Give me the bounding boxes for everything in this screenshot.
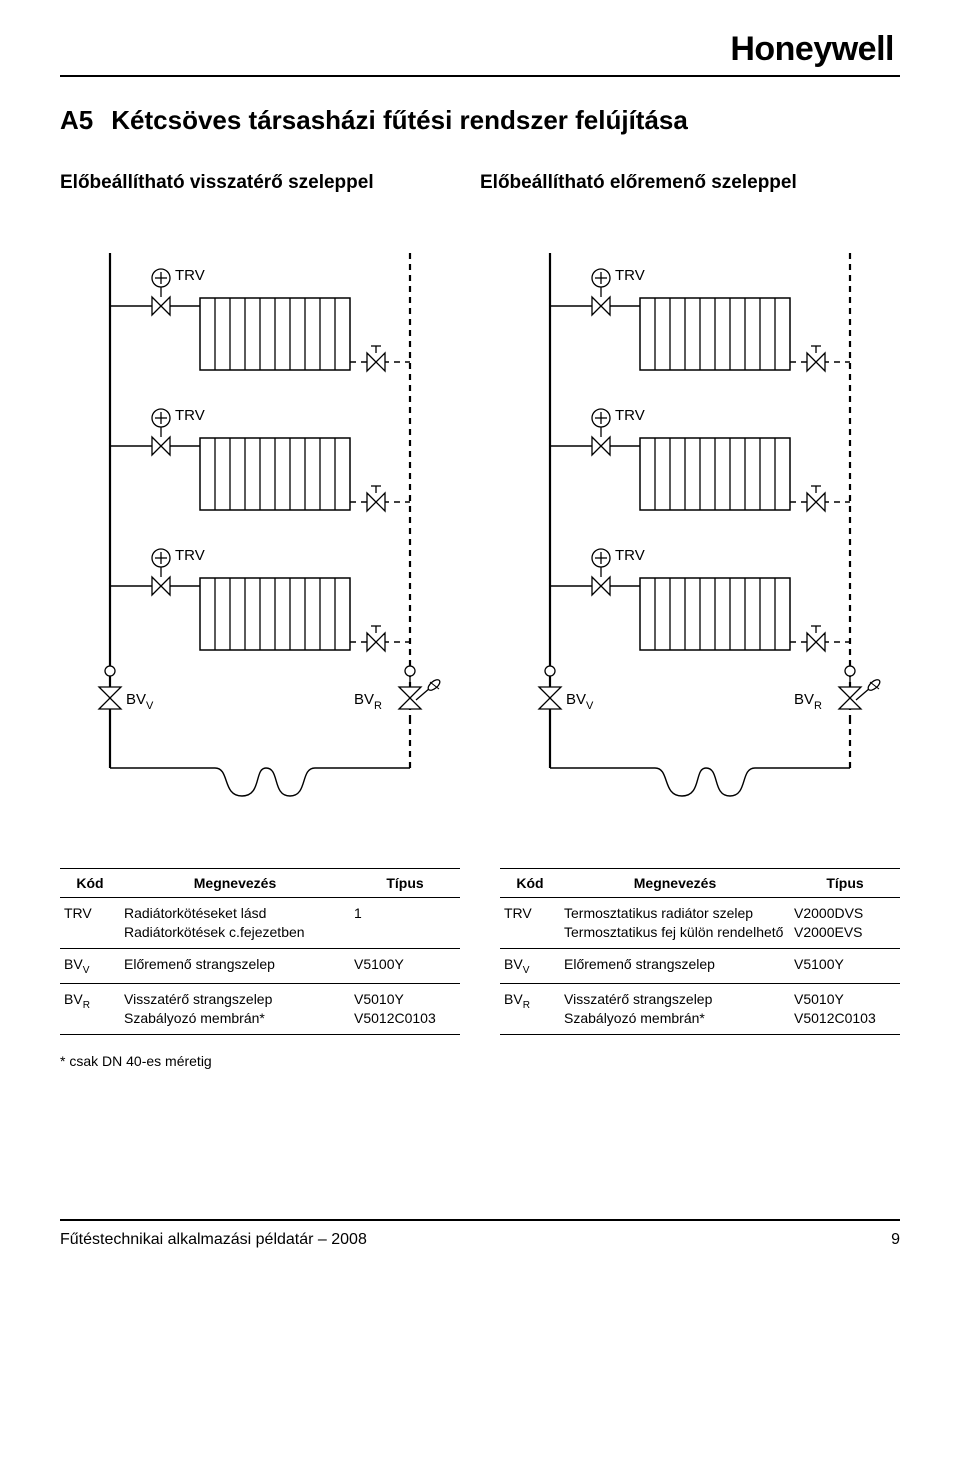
section-title: Kétcsöves társasházi fűtési rendszer fel… (111, 105, 688, 136)
table-left: Kód Megnevezés Típus TRV Radiátorkötések… (60, 868, 460, 1035)
table-row: BVR Visszatérő strangszelepSzabályozó me… (500, 984, 900, 1034)
cell-type: V2000DVSV2000EVS (790, 898, 900, 948)
cell-code: TRV (60, 898, 120, 948)
top-rule (60, 75, 900, 77)
table-row: BVR Visszatérő strangszelepSzabályozó me… (60, 984, 460, 1034)
footer-right: 9 (891, 1231, 900, 1249)
svg-text:BVV: BVV (566, 691, 594, 712)
cell-name: Termosztatikus radiátor szelepTermosztat… (560, 898, 790, 948)
page-root: Honeywell A5 Kétcsöves társasházi fűtési… (0, 0, 960, 1289)
cell-type: 1 (350, 898, 460, 948)
subtitle-left: Előbeállítható visszatérő szeleppel (60, 172, 480, 194)
cell-code: BVR (500, 984, 560, 1034)
th-code: Kód (60, 869, 120, 898)
section-number: A5 (60, 105, 93, 136)
svg-text:TRV: TRV (615, 267, 645, 284)
svg-text:TRV: TRV (175, 267, 205, 284)
subtitle-right: Előbeállítható előremenő szeleppel (480, 172, 900, 194)
footnote: * csak DN 40-es méretig (60, 1053, 900, 1069)
diagram-left: TRV TRV TRV BVV BVR (60, 228, 460, 818)
diagrams-row: TRV TRV TRV BVV BVR TRV TRV TRV BVV BVR (60, 228, 900, 818)
cell-name: Visszatérő strangszelepSzabályozó membrá… (560, 984, 790, 1034)
cell-name: Visszatérő strangszelepSzabályozó membrá… (120, 984, 350, 1034)
th-code: Kód (500, 869, 560, 898)
cell-name: Előremenő strangszelep (120, 948, 350, 983)
cell-code: TRV (500, 898, 560, 948)
cell-type: V5100Y (790, 948, 900, 983)
svg-text:TRV: TRV (175, 547, 205, 564)
subtitle-row: Előbeállítható visszatérő szeleppel Előb… (60, 172, 900, 194)
svg-text:BVR: BVR (354, 691, 382, 712)
cell-type: V5010YV5012C0103 (790, 984, 900, 1034)
table-row: BVV Előremenő strangszelep V5100Y (500, 948, 900, 983)
cell-type: V5010YV5012C0103 (350, 984, 460, 1034)
th-type: Típus (790, 869, 900, 898)
svg-text:BVR: BVR (794, 691, 822, 712)
svg-text:TRV: TRV (615, 547, 645, 564)
table-left-wrap: Kód Megnevezés Típus TRV Radiátorkötések… (60, 868, 460, 1035)
page-title: A5 Kétcsöves társasházi fűtési rendszer … (60, 105, 900, 136)
svg-text:BVV: BVV (126, 691, 154, 712)
cell-code: BVV (500, 948, 560, 983)
table-row: TRV Radiátorkötéseket lásd Radiátorkötés… (60, 898, 460, 948)
table-right: Kód Megnevezés Típus TRV Termosztatikus … (500, 868, 900, 1035)
table-row: BVV Előremenő strangszelep V5100Y (60, 948, 460, 983)
cell-code: BVV (60, 948, 120, 983)
th-name: Megnevezés (120, 869, 350, 898)
footer-left: Fűtéstechnikai alkalmazási példatár – 20… (60, 1231, 367, 1249)
th-type: Típus (350, 869, 460, 898)
cell-type: V5100Y (350, 948, 460, 983)
svg-text:TRV: TRV (175, 407, 205, 424)
cell-code: BVR (60, 984, 120, 1034)
diagram-right: TRV TRV TRV BVV BVR (500, 228, 900, 818)
brand-logo: Honeywell (60, 30, 900, 69)
svg-text:TRV: TRV (615, 407, 645, 424)
tables-row: Kód Megnevezés Típus TRV Radiátorkötések… (60, 868, 900, 1035)
table-row: TRV Termosztatikus radiátor szelepTermos… (500, 898, 900, 948)
cell-name: Radiátorkötéseket lásd Radiátorkötések c… (120, 898, 350, 948)
cell-name: Előremenő strangszelep (560, 948, 790, 983)
page-footer: Fűtéstechnikai alkalmazási példatár – 20… (60, 1219, 900, 1249)
th-name: Megnevezés (560, 869, 790, 898)
table-right-wrap: Kód Megnevezés Típus TRV Termosztatikus … (500, 868, 900, 1035)
